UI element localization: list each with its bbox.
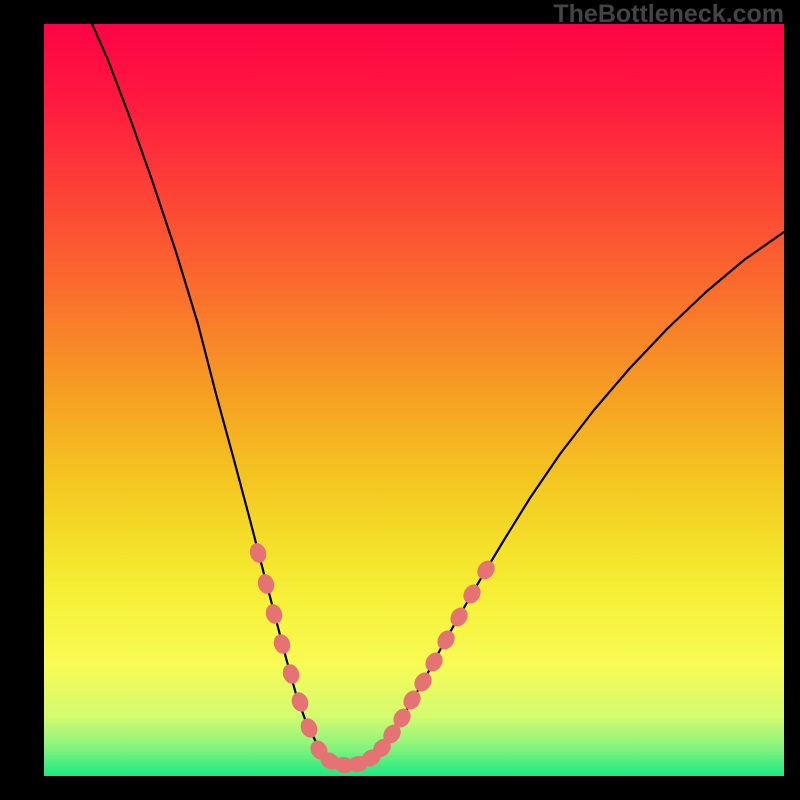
bottleneck-plot	[44, 24, 784, 776]
watermark-text: TheBottleneck.com	[553, 0, 784, 29]
outer-frame: TheBottleneck.com	[0, 0, 800, 800]
